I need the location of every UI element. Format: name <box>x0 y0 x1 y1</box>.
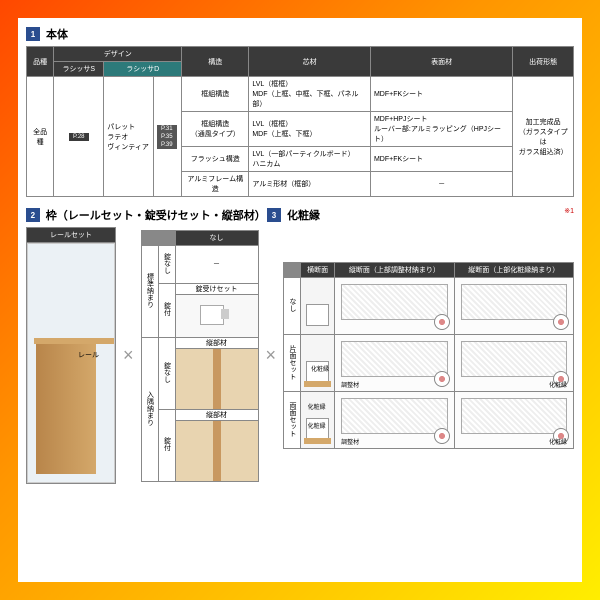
section-3-label: 化粧縁 <box>287 207 320 223</box>
cell-surface-1: MDF+HPJシート ルーバー部:アルミラッピング（HPJシート） <box>370 112 512 147</box>
cell-core-0: LVL（框框） MDF（上框、中框、下框、パネル部） <box>249 77 371 112</box>
th-shipping: 出荷形態 <box>513 47 574 77</box>
side-in: 入隅納まり <box>145 391 155 426</box>
th-trim-v1: 縦断面（上部調整材納まり） <box>335 263 454 278</box>
section-2-num: 2 <box>26 208 40 222</box>
lock-no-2: 錠なし <box>162 362 172 383</box>
th-vpart-1: 縦部材 <box>176 338 258 349</box>
section-3-num: 3 <box>267 208 281 222</box>
cell-struct-2: フラッシュ構造 <box>182 147 249 172</box>
th-product: 品種 <box>27 47 54 77</box>
th-surface: 表面材 <box>370 47 512 77</box>
badge-p28: P.28 <box>69 133 89 141</box>
lockset-img <box>176 295 258 337</box>
th-trim-v2: 縦断面（上部化粧縁納まり） <box>454 263 573 278</box>
lock-table: なし 標準納まり 錠なし － 錠付 錠受けセット 入隅納まり 錠なし <box>141 230 259 482</box>
section-1-title: 1 本体 <box>26 26 574 42</box>
lbl-trim-3a: 化粧縁 <box>308 402 326 411</box>
lbl-trim-2: 化粧縁 <box>549 380 567 389</box>
th-side-blank <box>141 230 158 245</box>
cell-surface-0: MDF+FKシート <box>370 77 512 112</box>
th-vpart-2: 縦部材 <box>176 410 258 421</box>
lock-yes-1: 錠付 <box>162 302 172 316</box>
cell-design-badges: P.31 P.35 P.39 <box>153 77 181 197</box>
section-3-title: 3 化粧縁 <box>267 207 320 223</box>
rail-diagram: レール <box>27 243 115 483</box>
trim-blank <box>284 263 301 278</box>
lbl-adjust-1: 調整材 <box>341 380 359 389</box>
th-design-b: ラシッサD <box>104 62 182 77</box>
cell-design-names: パレット ラテオ ヴィンティア <box>104 77 154 197</box>
vpart-img-2 <box>176 421 258 481</box>
trim-none-v2 <box>455 278 573 334</box>
section-1-num: 1 <box>26 27 40 41</box>
rail-arrow-label: レール <box>78 350 99 360</box>
lbl-adjust-2: 調整材 <box>341 437 359 446</box>
side-std: 標準納まり <box>145 273 155 308</box>
cell-struct-3: アルミフレーム構造 <box>182 172 249 197</box>
cell-core-1: LVL（框框） MDF（上框、下框） <box>249 112 371 147</box>
trim-one-h <box>301 335 334 391</box>
cell-dash: － <box>175 245 258 283</box>
cell-core-2: LVL（一部パーティクルボード） ハニカム <box>249 147 371 172</box>
main-table: 品種 デザイン 構造 芯材 表面材 出荷形態 ラシッサS ラシッサD 全品種 P… <box>26 46 574 197</box>
badge-p31: P.31 <box>157 125 177 133</box>
times-icon-2: × <box>263 345 280 366</box>
design-name-1: パレット <box>107 122 150 132</box>
th-lock-blank <box>158 230 175 245</box>
times-icon-1: × <box>120 345 137 366</box>
cell-surface-3: － <box>370 172 512 197</box>
cell-product-all: 全品種 <box>27 77 54 197</box>
vpart-img-1 <box>176 349 258 409</box>
th-design: デザイン <box>54 47 182 62</box>
badge-p35: P.35 <box>157 133 177 141</box>
section-1-label: 本体 <box>46 26 68 42</box>
trim-none-v1 <box>335 278 453 334</box>
th-structure: 構造 <box>182 47 249 77</box>
row-both: 両面セット <box>287 402 297 437</box>
cell-badge-p28: P.28 <box>54 77 104 197</box>
rail-table: レールセット レール <box>26 227 116 484</box>
section-2-label: 枠（レールセット・錠受けセット・縦部材） <box>46 207 261 223</box>
rail-panel <box>36 344 96 474</box>
badge-p39: P.39 <box>157 141 177 149</box>
th-core: 芯材 <box>249 47 371 77</box>
th-design-a: ラシッサS <box>54 62 104 77</box>
th-trim-h: 横断面 <box>301 263 335 278</box>
th-col-none: なし <box>175 230 258 245</box>
row-none: なし <box>287 298 297 312</box>
row-one: 片面セット <box>287 345 297 380</box>
trim-both-h <box>301 392 334 448</box>
cell-core-3: アルミ形材（框部） <box>249 172 371 197</box>
lbl-trim-1: 化粧縁 <box>311 364 329 373</box>
design-name-2: ラテオ <box>107 132 150 142</box>
th-railset: レールセット <box>27 228 116 243</box>
cell-shipping: 加工完成品 （ガラスタイプは ガラス組込済） <box>513 77 574 197</box>
lbl-trim-3b: 化粧縁 <box>308 421 326 430</box>
trim-none-h <box>301 278 334 334</box>
lock-yes-2: 錠付 <box>162 437 172 451</box>
section-2-title: 2 枠（レールセット・錠受けセット・縦部材） <box>26 207 261 223</box>
lock-no-1: 錠なし <box>162 253 172 274</box>
th-lockset: 錠受けセット <box>176 284 258 295</box>
cell-struct-1: 框組構造 （通風タイプ） <box>182 112 249 147</box>
cell-struct-0: 框組構造 <box>182 77 249 112</box>
trim-table: 横断面 縦断面（上部調整材納まり） 縦断面（上部化粧縁納まり） なし 片面セット… <box>283 262 574 449</box>
note-red: ※1 <box>564 207 574 227</box>
design-name-3: ヴィンティア <box>107 142 150 152</box>
cell-surface-2: MDF+FKシート <box>370 147 512 172</box>
lbl-trim-4: 化粧縁 <box>549 437 567 446</box>
